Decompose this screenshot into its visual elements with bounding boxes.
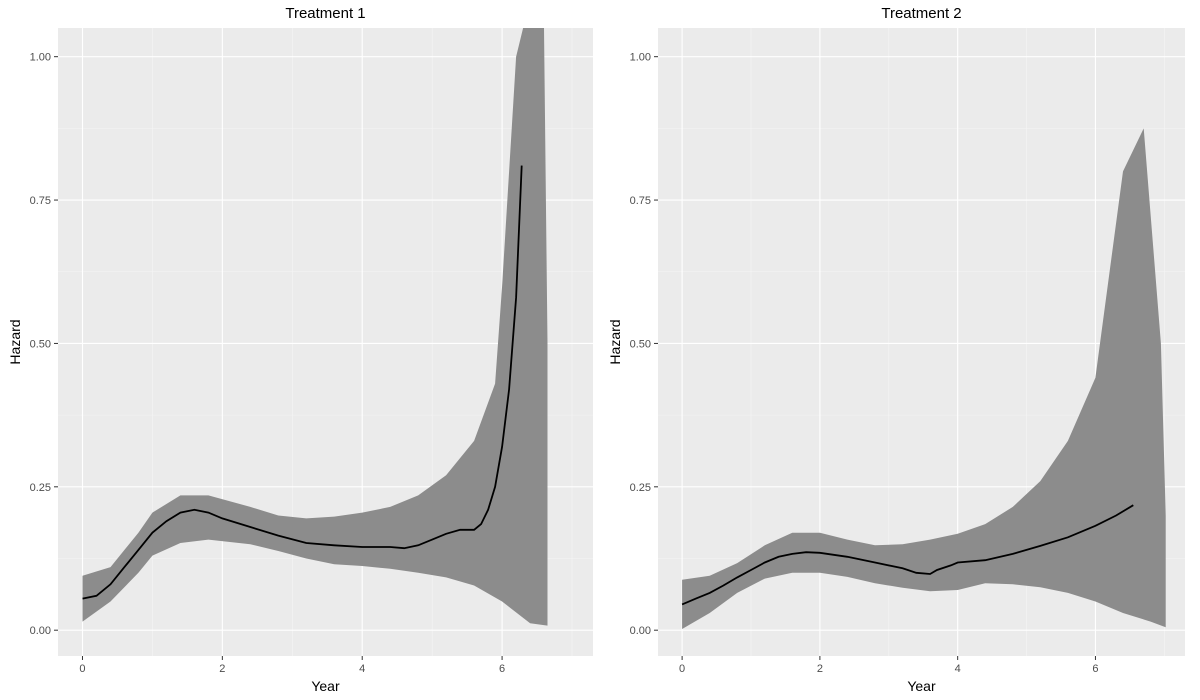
y-tick-label: 0.00	[30, 625, 51, 637]
hazard-line	[681, 504, 1134, 606]
x-tick-label: 6	[499, 663, 505, 675]
x-tick-label: 6	[1092, 663, 1098, 675]
chart-title: Treatment 2	[881, 5, 961, 22]
x-tick-label: 2	[219, 663, 225, 675]
x-axis-title: Year	[311, 678, 340, 694]
x-axis-title: Year	[907, 678, 936, 694]
panel-treatment-1: 0 2 4 6 0.00 0.25 0.50 0.75 1.00 Treatment 1 Year H…	[7, 5, 593, 694]
y-tick-label: 0.25	[630, 482, 651, 494]
y-axis-title: Hazard	[7, 319, 23, 364]
x-tick-label: 4	[955, 663, 961, 675]
y-tick-label: 0.25	[30, 482, 51, 494]
panel-treatment-2: 0 2 4 6 0.00 0.25 0.50 0.75 1.00 Treatment 2 Year H…	[607, 5, 1185, 694]
y-axis-title: Hazard	[607, 319, 623, 364]
y-tick-label: 1.00	[30, 52, 51, 64]
y-tick-label: 0.75	[30, 195, 51, 207]
y-tick-label: 0.50	[30, 338, 51, 350]
x-tick-label: 2	[817, 663, 823, 675]
confidence-band	[82, 28, 548, 626]
x-tick-label: 0	[679, 663, 685, 675]
hazard-line	[82, 165, 523, 600]
y-tick-label: 0.50	[630, 338, 651, 350]
confidence-band	[682, 128, 1166, 629]
y-tick-label: 0.00	[630, 625, 651, 637]
y-tick-label: 1.00	[630, 52, 651, 64]
x-tick-label: 0	[79, 663, 85, 675]
x-tick-label: 4	[359, 663, 365, 675]
y-tick-label: 0.75	[630, 195, 651, 207]
chart-title: Treatment 1	[285, 5, 365, 22]
